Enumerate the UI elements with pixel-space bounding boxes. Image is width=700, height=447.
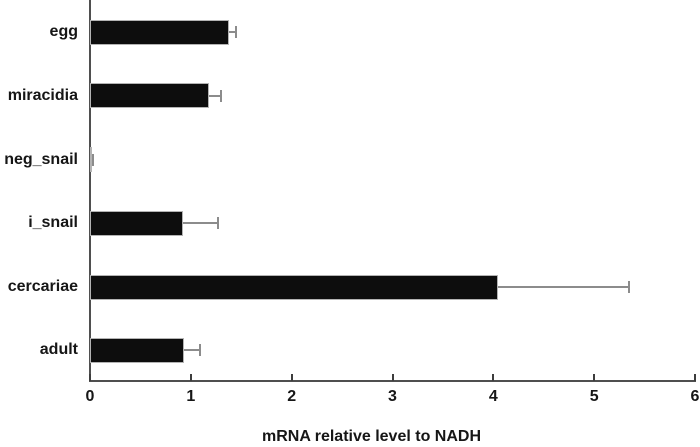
x-tick xyxy=(89,374,91,381)
error-bar-cap xyxy=(235,26,238,38)
error-bar-cap xyxy=(217,217,220,229)
x-tick-label: 1 xyxy=(186,388,196,405)
error-bar xyxy=(208,94,222,97)
x-tick xyxy=(290,374,293,381)
category-label: miracidia xyxy=(7,86,78,104)
bar xyxy=(90,210,183,236)
category-label: neg_snail xyxy=(4,150,78,168)
x-tick xyxy=(694,374,696,381)
x-tick xyxy=(189,374,192,381)
category-label: cercariae xyxy=(7,278,78,295)
error-bar-cap xyxy=(92,153,95,166)
error-bar xyxy=(183,349,200,351)
x-tick-label: 6 xyxy=(690,388,700,405)
category-label: i_snail xyxy=(28,214,78,231)
y-axis-line xyxy=(89,0,91,382)
bar xyxy=(90,274,498,300)
x-axis-title: mRNA relative level to NADH xyxy=(261,428,482,445)
x-tick-label: 4 xyxy=(488,388,498,405)
error-bar-cap xyxy=(220,89,223,102)
x-axis-line xyxy=(89,380,696,382)
bar xyxy=(90,83,209,108)
error-bar xyxy=(229,31,237,33)
x-tick-label: 0 xyxy=(85,388,95,405)
category-label: egg xyxy=(49,23,78,40)
x-tick-label: 2 xyxy=(287,388,297,405)
error-bar-cap xyxy=(198,344,201,356)
x-tick xyxy=(492,374,495,381)
category-label: adult xyxy=(39,341,78,358)
error-bar-cap xyxy=(628,281,631,293)
x-tick xyxy=(593,374,596,381)
bar xyxy=(90,337,184,363)
x-tick-label: 3 xyxy=(388,388,397,405)
x-tick xyxy=(391,374,394,381)
error-bar xyxy=(182,222,219,224)
x-tick-label: 5 xyxy=(589,388,599,405)
bar xyxy=(90,147,92,172)
error-bar xyxy=(498,286,630,288)
bar xyxy=(90,19,229,45)
